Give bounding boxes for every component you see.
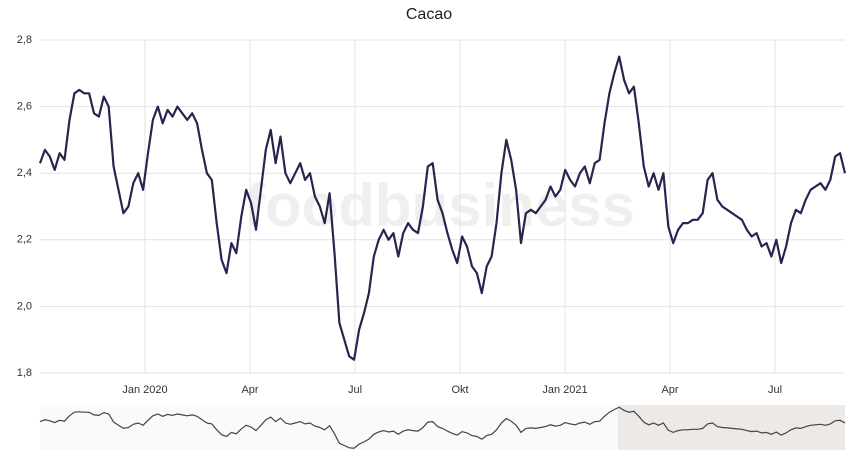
y-tick-label: 2,6 [17, 101, 32, 113]
x-tick-label: Jan 2020 [122, 384, 167, 396]
navigator-line [39, 406, 846, 449]
x-tick-label: Apr [241, 384, 258, 396]
x-tick-label: Jul [348, 384, 362, 396]
y-tick-label: 2,8 [17, 34, 32, 46]
navigator-selection[interactable] [618, 405, 845, 450]
x-tick-label: Apr [661, 384, 678, 396]
x-tick-label: Jan 2021 [542, 384, 587, 396]
y-tick-label: 2,2 [17, 234, 32, 246]
x-tick-label: Okt [451, 384, 468, 396]
line [38, 55, 847, 361]
x-tick-label: Jul [768, 384, 782, 396]
y-tick-label: 2,4 [17, 167, 32, 179]
y-tick-label: 1,8 [17, 367, 32, 379]
chart-title: Cacao [406, 6, 452, 23]
y-tick-label: 2,0 [17, 300, 32, 312]
